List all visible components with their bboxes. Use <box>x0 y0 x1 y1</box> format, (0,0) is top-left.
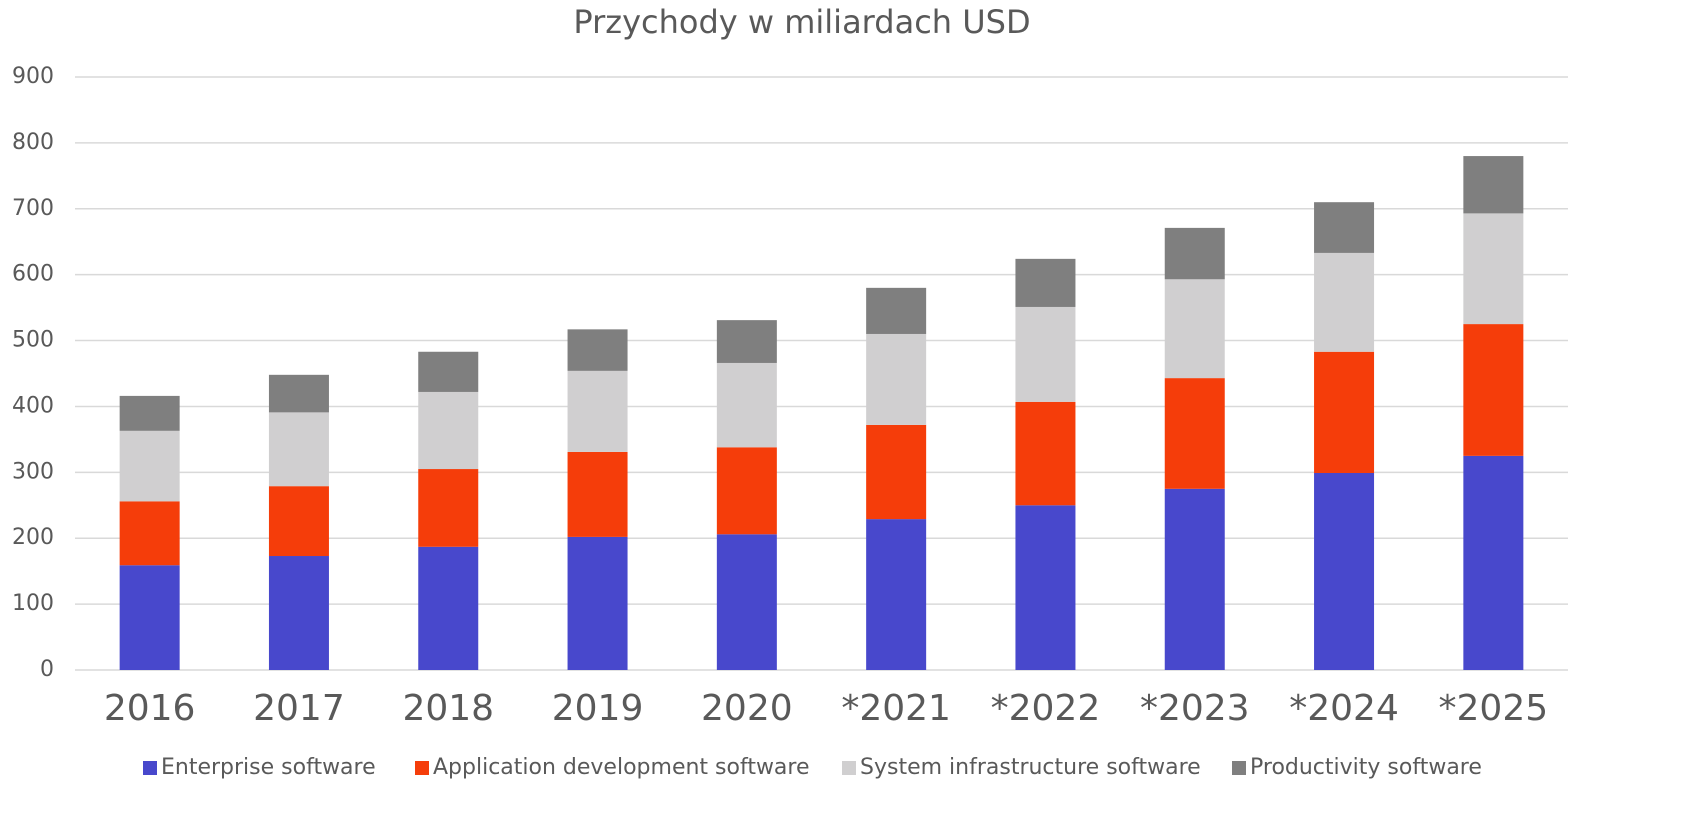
bar-segment <box>716 534 777 670</box>
y-tick-label: 900 <box>12 64 54 89</box>
x-tick-label: 2017 <box>253 688 345 729</box>
bar-segment <box>119 565 180 670</box>
bar-segment <box>1314 472 1375 670</box>
bar-segment <box>1164 378 1225 489</box>
bar-segment <box>567 536 628 670</box>
bar-segment <box>1164 279 1225 379</box>
bar-segment <box>418 469 479 547</box>
x-tick-label: 2016 <box>104 688 196 729</box>
bar-segment <box>716 362 777 448</box>
bar-segment <box>268 374 329 413</box>
bar-segment <box>1164 227 1225 280</box>
y-tick-label: 600 <box>12 262 54 287</box>
bar-segment <box>567 451 628 537</box>
y-tick-label: 400 <box>12 393 54 418</box>
bar-segment <box>1463 156 1524 214</box>
bar-segment <box>1463 455 1524 670</box>
x-tick-label: *2025 <box>1439 688 1549 729</box>
bar-segment <box>1015 505 1076 670</box>
y-tick-label: 700 <box>12 196 54 221</box>
y-tick-label: 100 <box>12 591 54 616</box>
y-tick-label: 200 <box>12 525 54 550</box>
bar-segment <box>866 287 927 334</box>
bar-segment <box>1164 488 1225 670</box>
bar-segment <box>1314 252 1375 352</box>
y-tick-label: 0 <box>40 657 54 682</box>
bar-segment <box>418 546 479 670</box>
legend-label: Productivity software <box>1250 755 1482 780</box>
bar-segment <box>268 556 329 670</box>
chart-title: Przychody w miliardach USD <box>573 3 1030 41</box>
bar-segment <box>1015 306 1076 402</box>
bar-segment <box>866 333 927 425</box>
x-tick-label: *2023 <box>1140 688 1250 729</box>
x-tick-label: 2019 <box>552 688 644 729</box>
bar-segment <box>1015 258 1076 307</box>
x-tick-label: 2018 <box>402 688 494 729</box>
legend-label: Enterprise software <box>161 755 376 780</box>
y-tick-label: 300 <box>12 459 54 484</box>
x-tick-label: *2021 <box>841 688 951 729</box>
bar-segment <box>866 519 927 670</box>
bar-segment <box>567 329 628 371</box>
x-tick-label: 2020 <box>701 688 793 729</box>
legend-swatch <box>842 761 856 775</box>
legend-label: Application development software <box>433 755 810 780</box>
legend-swatch <box>415 761 429 775</box>
x-tick-label: *2022 <box>991 688 1101 729</box>
bar-segment <box>567 370 628 452</box>
bar-segment <box>119 501 180 566</box>
bar-segment <box>268 486 329 557</box>
bar-segment <box>119 395 180 431</box>
y-tick-label: 500 <box>12 328 54 353</box>
bar-segment <box>1314 202 1375 253</box>
bar-segment <box>418 351 479 392</box>
bar-segment <box>119 430 180 502</box>
bar-segment <box>1463 213 1524 325</box>
x-tick-label: *2024 <box>1289 688 1399 729</box>
bar-segment <box>1015 401 1076 506</box>
bar-segment <box>418 391 479 470</box>
legend-swatch <box>1232 761 1246 775</box>
legend-swatch <box>143 761 157 775</box>
bar-segment <box>866 424 927 520</box>
bar-segment <box>716 320 777 363</box>
legend-label: System infrastructure software <box>860 755 1201 780</box>
y-tick-label: 800 <box>12 130 54 155</box>
bar-segment <box>1463 324 1524 456</box>
bar-segment <box>1314 351 1375 473</box>
bar-segment <box>716 447 777 535</box>
bar-segment <box>268 412 329 487</box>
